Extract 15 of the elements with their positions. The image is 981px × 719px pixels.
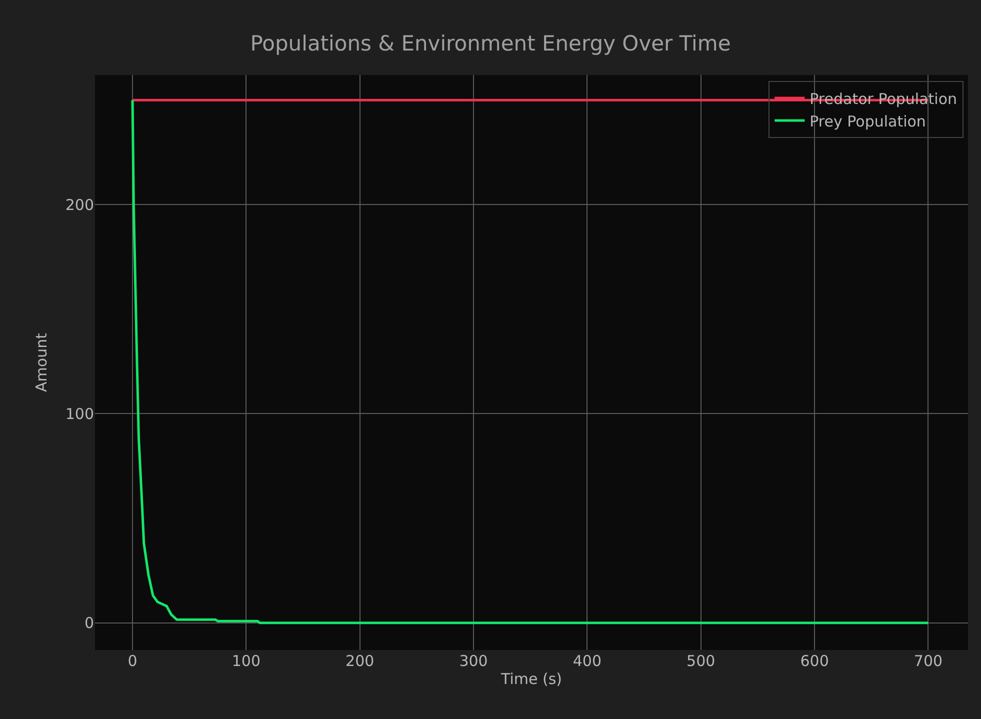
x-tick-label: 700 <box>914 652 943 670</box>
x-tick-label: 300 <box>459 652 488 670</box>
y-tick-label: 200 <box>65 196 94 214</box>
x-tick-label: 100 <box>232 652 260 670</box>
x-axis-title: Time (s) <box>500 670 562 688</box>
x-tick-label: 400 <box>572 652 602 670</box>
x-tick-label: 600 <box>800 652 829 670</box>
y-tick-label: 100 <box>65 404 94 423</box>
legend-label: Prey Population <box>810 112 926 130</box>
y-tick-label: 0 <box>84 614 94 632</box>
x-tick-label: 500 <box>686 652 716 670</box>
y-axis-title: Amount <box>32 332 51 392</box>
chart-title: Populations & Environment Energy Over Time <box>250 31 731 56</box>
x-tick-label: 200 <box>346 652 374 670</box>
x-tick-label: 0 <box>128 652 138 670</box>
